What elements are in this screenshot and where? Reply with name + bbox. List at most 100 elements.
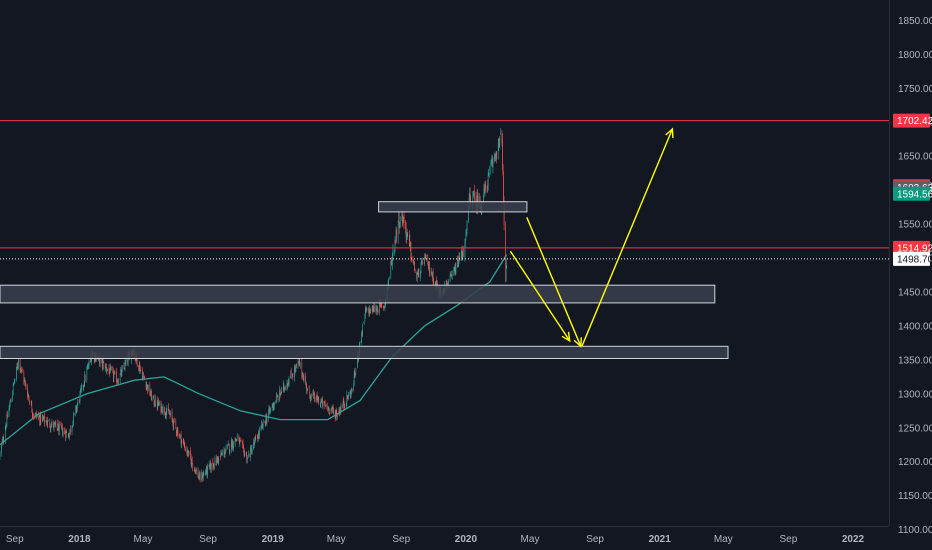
price-badge-text: 1514.92 xyxy=(897,243,932,254)
candle-body xyxy=(12,391,13,401)
time-tick-label: May xyxy=(327,534,346,545)
candle xyxy=(87,363,89,370)
candle xyxy=(190,447,191,460)
candle-body xyxy=(395,229,397,241)
candle xyxy=(201,471,203,483)
candle xyxy=(57,428,59,431)
candle xyxy=(431,267,432,276)
candle xyxy=(365,305,367,314)
candle-body xyxy=(406,233,408,235)
candle xyxy=(305,381,307,388)
candle-body xyxy=(87,365,89,369)
candle-body xyxy=(185,449,186,450)
candle-body xyxy=(101,358,103,366)
candle-body xyxy=(262,423,263,428)
candle-body xyxy=(271,407,273,409)
candle-body xyxy=(81,385,82,390)
candle xyxy=(79,391,81,405)
candle xyxy=(16,363,18,370)
candle xyxy=(392,252,393,270)
candle xyxy=(24,376,25,386)
candle-body xyxy=(247,459,248,463)
candle xyxy=(53,423,55,432)
zone-rectangle[interactable] xyxy=(0,345,729,359)
candle-body xyxy=(188,451,189,457)
candle xyxy=(118,378,119,385)
candle xyxy=(175,418,177,430)
projection-arrow[interactable] xyxy=(581,127,674,347)
candle-body xyxy=(208,464,210,467)
candle-body xyxy=(28,394,29,397)
candle-body xyxy=(412,259,414,262)
candle xyxy=(36,413,38,419)
candle xyxy=(291,376,293,379)
candle xyxy=(192,463,194,472)
candle xyxy=(485,180,486,193)
candle xyxy=(214,466,215,470)
candle-body xyxy=(317,399,319,402)
candle xyxy=(187,449,189,458)
candle-body xyxy=(395,241,396,243)
candle xyxy=(71,425,73,436)
candle xyxy=(238,434,240,442)
candle-body xyxy=(465,238,466,243)
projection-arrow[interactable] xyxy=(526,217,582,348)
zone-rectangle[interactable] xyxy=(378,201,528,213)
candle-body xyxy=(470,197,471,205)
candle-body xyxy=(55,422,56,425)
candle xyxy=(275,400,277,405)
candle xyxy=(114,370,116,375)
candle xyxy=(38,412,39,421)
candle-body xyxy=(483,188,485,195)
candle xyxy=(322,396,323,409)
candle xyxy=(248,450,249,458)
candle-body xyxy=(299,360,300,367)
candle-body xyxy=(284,388,286,390)
candle-body xyxy=(403,217,404,222)
candle xyxy=(317,395,318,403)
candle xyxy=(9,399,11,408)
candle xyxy=(18,358,19,370)
candle-body xyxy=(498,138,500,146)
candle xyxy=(336,409,338,421)
time-tick-label: 2020 xyxy=(455,534,478,545)
time-axis[interactable]: Sep 2018 May Sep 2019 May Sep 2020 May Sep 2021 May… xyxy=(6,534,865,545)
candle-body xyxy=(454,267,456,270)
candle xyxy=(233,441,234,452)
candle xyxy=(416,271,418,281)
candle-body xyxy=(90,358,92,362)
candle-body xyxy=(450,275,452,276)
candle-body xyxy=(332,408,334,411)
candle xyxy=(235,438,237,442)
candle-body xyxy=(320,401,322,404)
candle xyxy=(373,303,375,313)
projection-arrow[interactable] xyxy=(509,250,571,343)
candle-body xyxy=(457,259,458,268)
candle-body xyxy=(83,384,85,387)
arrow-head xyxy=(665,127,674,139)
zone-rectangle[interactable] xyxy=(0,284,716,304)
candle-body xyxy=(121,370,122,375)
candle-body xyxy=(27,394,29,396)
candle xyxy=(246,457,248,464)
candle xyxy=(110,365,111,372)
candle xyxy=(405,220,406,234)
candle xyxy=(484,184,485,194)
candle-body xyxy=(32,414,34,416)
candle xyxy=(351,387,352,395)
candle-body xyxy=(405,228,407,238)
candle xyxy=(138,362,140,375)
candle-body xyxy=(25,383,27,389)
candle-body xyxy=(165,415,166,417)
candle-body xyxy=(16,366,17,379)
candle xyxy=(451,270,453,280)
candle-body xyxy=(62,427,63,435)
candle xyxy=(377,305,378,316)
candle-body xyxy=(284,387,285,390)
candle-body xyxy=(325,404,327,407)
candle xyxy=(339,408,341,415)
candle xyxy=(176,427,177,437)
candle xyxy=(50,426,52,433)
candle-body xyxy=(16,366,18,368)
